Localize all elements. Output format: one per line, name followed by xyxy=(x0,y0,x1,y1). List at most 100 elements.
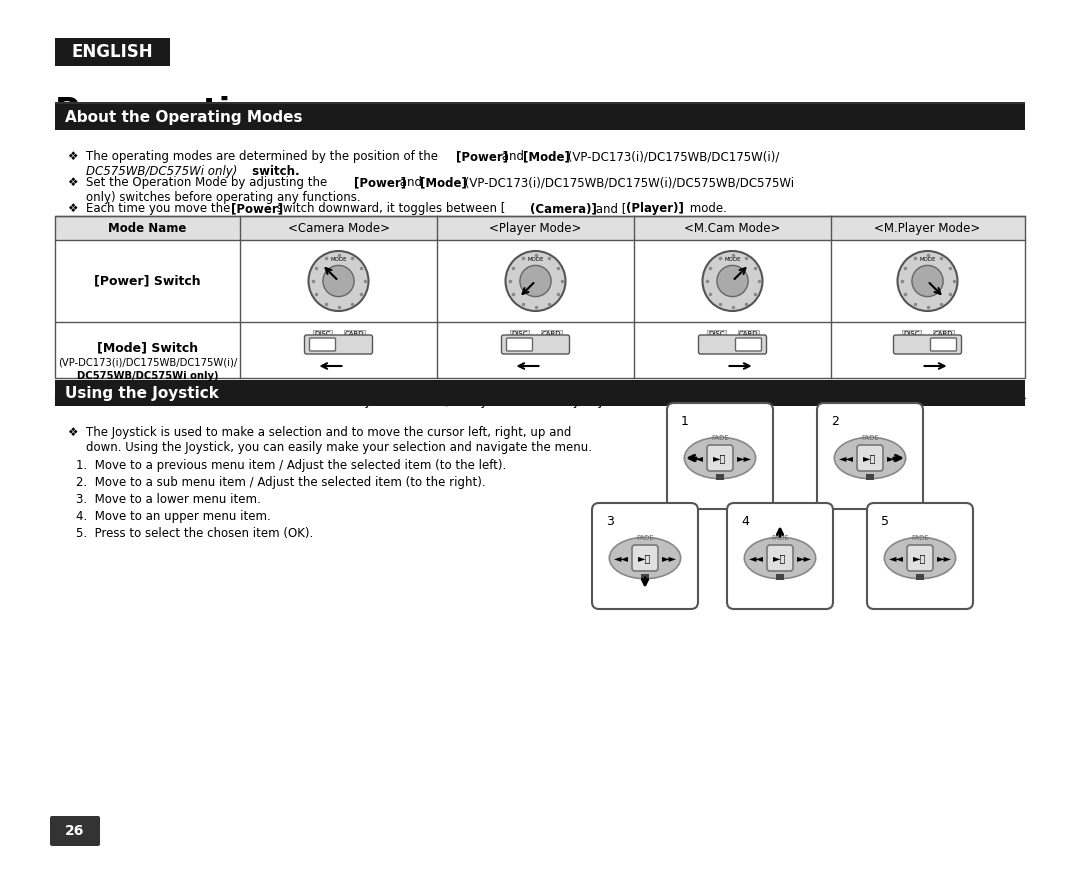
Circle shape xyxy=(309,251,368,311)
Text: [Power]: [Power] xyxy=(456,150,508,163)
Text: CARD: CARD xyxy=(345,331,364,337)
Text: FADE: FADE xyxy=(636,535,653,541)
Text: 2.  Move to a sub menu item / Adjust the selected item (to the right).: 2. Move to a sub menu item / Adjust the … xyxy=(76,476,486,489)
Ellipse shape xyxy=(685,438,756,478)
Text: ►⏸: ►⏸ xyxy=(914,553,927,563)
Text: (VP-DC173(i)/DC175WB/DC175W(i)/: (VP-DC173(i)/DC175WB/DC175W(i)/ xyxy=(58,357,238,367)
Text: CARD: CARD xyxy=(934,331,954,337)
Bar xyxy=(55,104,1025,130)
Text: ►⏸: ►⏸ xyxy=(713,453,727,463)
FancyBboxPatch shape xyxy=(907,545,933,571)
Bar xyxy=(55,216,1025,240)
Circle shape xyxy=(717,266,748,297)
FancyBboxPatch shape xyxy=(310,338,336,351)
FancyBboxPatch shape xyxy=(667,403,773,509)
Text: ►►: ►► xyxy=(737,453,752,463)
Bar xyxy=(55,102,1025,104)
Text: FADE: FADE xyxy=(711,435,729,441)
Text: switch.: switch. xyxy=(248,165,299,178)
Text: MODE: MODE xyxy=(330,257,347,262)
Text: <M.Cam Mode>: <M.Cam Mode> xyxy=(685,222,781,235)
Bar xyxy=(55,216,1025,378)
Text: <M.Player Mode>: <M.Player Mode> xyxy=(875,222,981,235)
Circle shape xyxy=(519,266,551,297)
Text: ◄◄: ◄◄ xyxy=(613,553,629,563)
Text: <Camera Mode>: <Camera Mode> xyxy=(287,222,390,235)
FancyBboxPatch shape xyxy=(50,816,100,846)
Text: ▪ The <M.Cam Mode> and the <M.Player Mode> are only available on VP-DC173(i)/DC1: ▪ The <M.Cam Mode> and the <M.Player Mod… xyxy=(245,386,819,395)
Text: [Power] Switch: [Power] Switch xyxy=(94,275,201,287)
Text: DC575WB/DC575Wi only): DC575WB/DC575Wi only) xyxy=(77,371,218,381)
Bar xyxy=(866,474,874,480)
FancyBboxPatch shape xyxy=(632,545,658,571)
Text: ◄◄: ◄◄ xyxy=(838,453,853,463)
Text: ►⏸: ►⏸ xyxy=(638,553,651,563)
Text: DISC: DISC xyxy=(708,331,725,337)
Text: (Player)]: (Player)] xyxy=(626,202,684,215)
Ellipse shape xyxy=(885,537,956,579)
Text: DISC: DISC xyxy=(511,331,528,337)
Bar xyxy=(777,574,784,580)
Text: ►⏸: ►⏸ xyxy=(863,453,877,463)
Text: CARD: CARD xyxy=(542,331,562,337)
FancyBboxPatch shape xyxy=(816,403,923,509)
Text: FADE: FADE xyxy=(912,535,929,541)
Text: 1: 1 xyxy=(681,415,689,428)
Text: [Mode]: [Mode] xyxy=(420,176,467,189)
Text: [Power]: [Power] xyxy=(231,202,283,215)
Text: [Mode] Switch: [Mode] Switch xyxy=(97,341,198,354)
Text: [Mode]: [Mode] xyxy=(523,150,570,163)
Text: ENGLISH: ENGLISH xyxy=(71,43,153,61)
Text: MODE: MODE xyxy=(527,257,543,262)
Text: 3: 3 xyxy=(606,515,613,528)
FancyBboxPatch shape xyxy=(735,338,761,351)
Text: ►►: ►► xyxy=(887,453,902,463)
Circle shape xyxy=(912,266,943,297)
Text: 1.  Move to a previous menu item / Adjust the selected item (to the left).: 1. Move to a previous menu item / Adjust… xyxy=(76,459,507,472)
Text: Using the Joystick: Using the Joystick xyxy=(65,385,219,400)
FancyBboxPatch shape xyxy=(893,335,961,354)
FancyBboxPatch shape xyxy=(592,503,698,609)
FancyBboxPatch shape xyxy=(867,503,973,609)
Text: Mode Name: Mode Name xyxy=(108,222,187,235)
Text: and: and xyxy=(498,150,528,163)
Text: ❖  The Joystick is used to make a selection and to move the cursor left, right, : ❖ The Joystick is used to make a selecti… xyxy=(68,426,571,439)
Text: ❖  The operating modes are determined by the position of the: ❖ The operating modes are determined by … xyxy=(68,150,442,163)
FancyBboxPatch shape xyxy=(305,335,373,354)
Text: DC575WB/DC575Wi only): DC575WB/DC575Wi only) xyxy=(86,165,238,178)
Ellipse shape xyxy=(744,537,815,579)
FancyBboxPatch shape xyxy=(507,338,532,351)
Text: Preparation: Preparation xyxy=(55,96,278,129)
Text: ▪ M.Cam Mode : Memory Camera Mode / M.Player Mode : Memory Player Mode: ▪ M.Cam Mode : Memory Camera Mode / M.Pl… xyxy=(245,399,645,408)
Text: (VP-DC173(i)/DC175WB/DC175W(i)/: (VP-DC173(i)/DC175WB/DC175W(i)/ xyxy=(564,150,780,163)
Text: 5.  Press to select the chosen item (OK).: 5. Press to select the chosen item (OK). xyxy=(76,527,313,540)
FancyBboxPatch shape xyxy=(727,503,833,609)
Bar xyxy=(55,38,170,66)
Text: (Camera)]: (Camera)] xyxy=(530,202,597,215)
Text: and [: and [ xyxy=(592,202,626,215)
Bar xyxy=(55,380,1025,406)
Text: ►►: ►► xyxy=(661,553,676,563)
Text: MODE: MODE xyxy=(725,257,741,262)
Text: 3.  Move to a lower menu item.: 3. Move to a lower menu item. xyxy=(76,493,260,506)
Text: DISC: DISC xyxy=(314,331,330,337)
Text: CARD: CARD xyxy=(739,331,758,337)
Text: ❖  Each time you move the: ❖ Each time you move the xyxy=(68,202,234,215)
Text: DISC: DISC xyxy=(903,331,920,337)
Text: and: and xyxy=(396,176,426,189)
Circle shape xyxy=(323,266,354,297)
Text: ◄◄: ◄◄ xyxy=(689,453,703,463)
Text: FADE: FADE xyxy=(771,535,788,541)
Text: MODE: MODE xyxy=(919,257,935,262)
Text: only) switches before operating any functions.: only) switches before operating any func… xyxy=(86,191,361,204)
Text: mode.: mode. xyxy=(686,202,727,215)
Ellipse shape xyxy=(609,537,680,579)
Text: 5: 5 xyxy=(881,515,889,528)
Circle shape xyxy=(897,251,958,311)
Text: 4: 4 xyxy=(741,515,748,528)
FancyBboxPatch shape xyxy=(858,445,883,471)
Text: (VP-DC173(i)/DC175WB/DC175W(i)/DC575WB/DC575Wi: (VP-DC173(i)/DC175WB/DC175W(i)/DC575WB/D… xyxy=(461,176,794,189)
Text: ►►: ►► xyxy=(797,553,811,563)
Text: ◄◄: ◄◄ xyxy=(748,553,764,563)
Text: About the Operating Modes: About the Operating Modes xyxy=(65,110,302,125)
